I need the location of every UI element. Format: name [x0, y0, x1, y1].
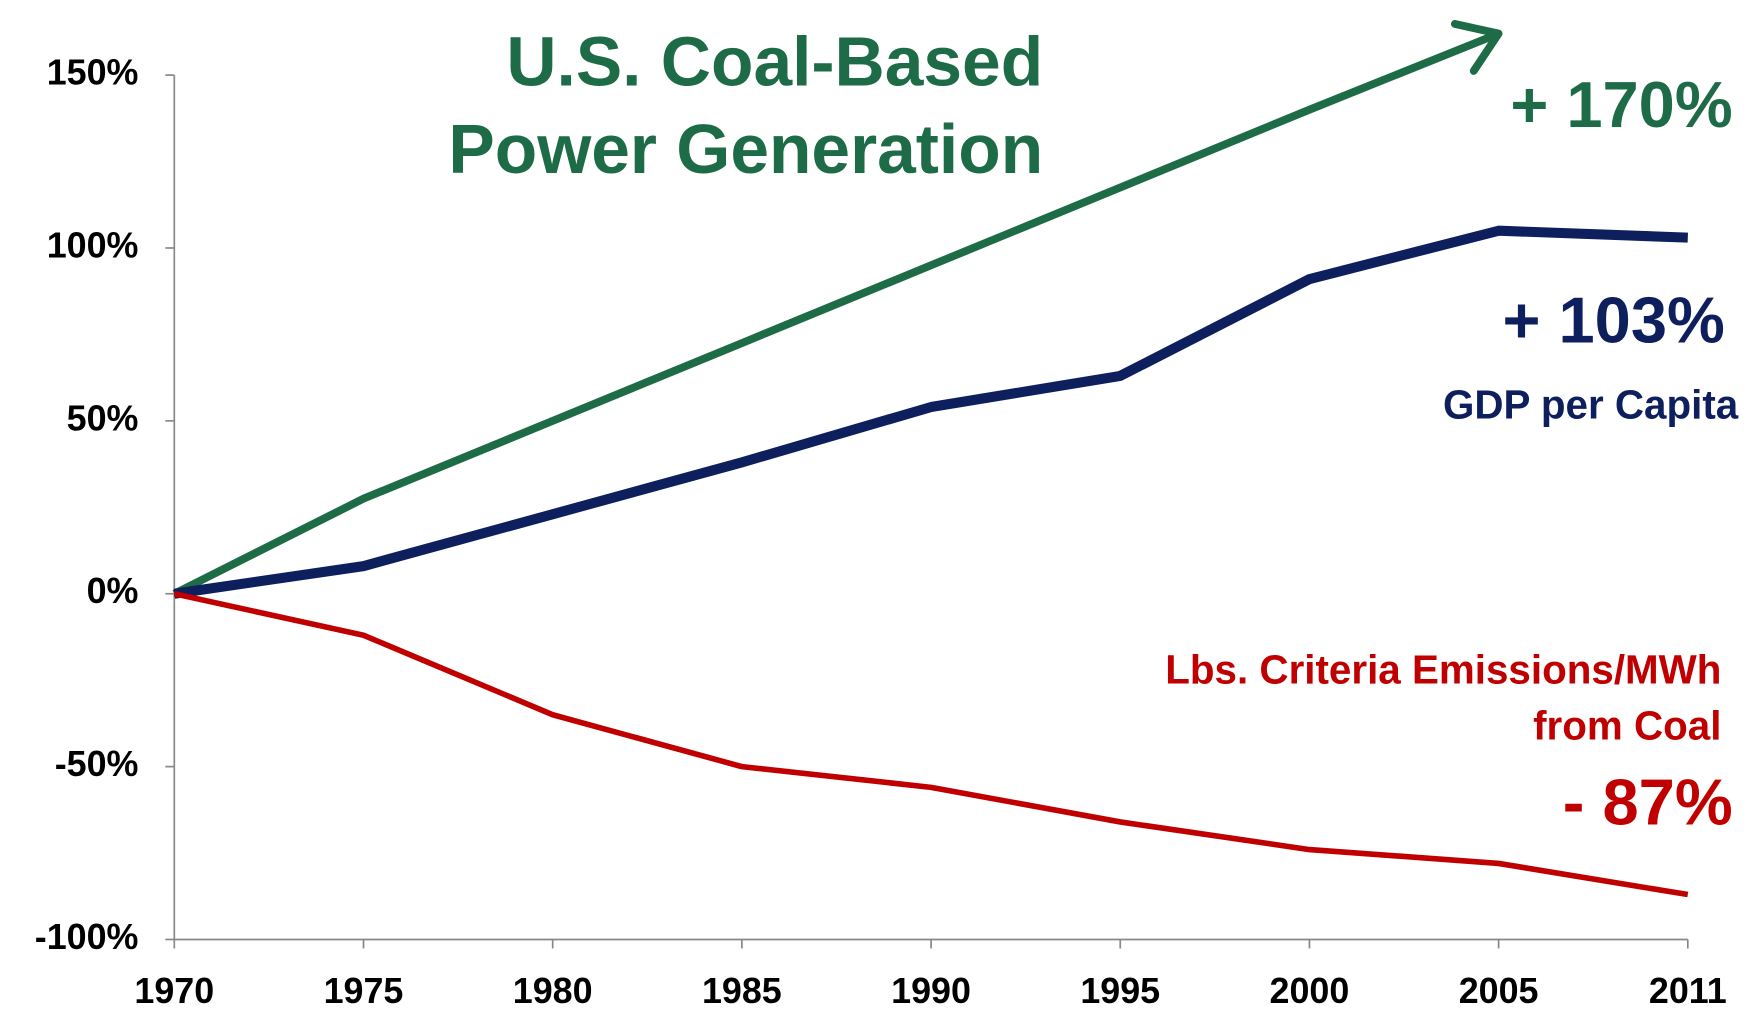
chart-title: U.S. Coal-Based: [506, 23, 1043, 101]
annotation: from Coal: [1533, 702, 1721, 748]
y-tick-label: 50%: [67, 398, 139, 438]
annotation: - 87%: [1563, 765, 1733, 838]
series-line: [173, 591, 1689, 898]
y-tick-label: 100%: [47, 225, 139, 265]
y-tick-label: -50%: [55, 744, 139, 784]
annotation: GDP per Capita: [1443, 382, 1739, 428]
x-tick-label: 1970: [134, 971, 214, 1009]
x-tick-label: 1995: [1080, 971, 1160, 1009]
series-line: [172, 29, 1501, 598]
x-tick-label: 1980: [513, 971, 593, 1009]
x-tick-label: 2000: [1270, 971, 1350, 1009]
x-tick-label: 1975: [324, 971, 404, 1009]
chart-title: Power Generation: [448, 110, 1043, 188]
y-tick-label: -100%: [35, 917, 139, 957]
series-line: [173, 225, 1688, 599]
y-tick-label: 150%: [47, 53, 139, 93]
x-tick-label: 2005: [1459, 971, 1539, 1009]
y-tick-label: 0%: [87, 571, 139, 611]
x-tick-label: 2011: [1649, 971, 1727, 1009]
annotation: + 170%: [1510, 68, 1732, 141]
x-tick-label: 1990: [891, 971, 971, 1009]
annotation: Lbs. Criteria Emissions/MWh: [1165, 646, 1721, 692]
annotation: + 103%: [1502, 283, 1724, 356]
arrow-head: [1450, 20, 1503, 75]
x-tick-label: 1985: [702, 971, 782, 1009]
